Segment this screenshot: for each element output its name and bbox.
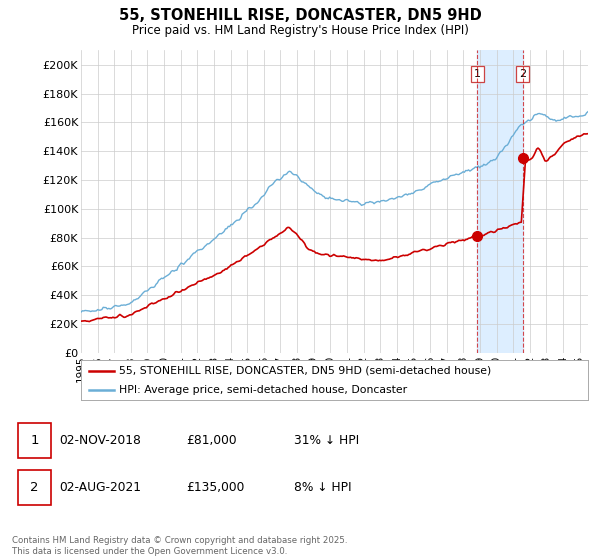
Text: 8% ↓ HPI: 8% ↓ HPI [294, 480, 352, 494]
Bar [477, 50, 523, 353]
Text: 1: 1 [30, 434, 39, 447]
Text: 1: 1 [474, 69, 481, 79]
Text: Contains HM Land Registry data © Crown copyright and database right 2025.
This d: Contains HM Land Registry data © Crown c… [12, 536, 347, 556]
Text: 2: 2 [519, 69, 526, 79]
Text: 31% ↓ HPI: 31% ↓ HPI [294, 434, 359, 447]
Text: 02-NOV-2018: 02-NOV-2018 [59, 434, 140, 447]
Text: 2: 2 [30, 480, 39, 494]
Text: £135,000: £135,000 [186, 480, 244, 494]
Text: HPI: Average price, semi-detached house, Doncaster: HPI: Average price, semi-detached house,… [119, 385, 407, 394]
Text: 02-AUG-2021: 02-AUG-2021 [59, 480, 141, 494]
Text: Price paid vs. HM Land Registry's House Price Index (HPI): Price paid vs. HM Land Registry's House … [131, 24, 469, 36]
Text: 55, STONEHILL RISE, DONCASTER, DN5 9HD (semi-detached house): 55, STONEHILL RISE, DONCASTER, DN5 9HD (… [119, 366, 491, 376]
Text: £81,000: £81,000 [186, 434, 236, 447]
Text: 55, STONEHILL RISE, DONCASTER, DN5 9HD: 55, STONEHILL RISE, DONCASTER, DN5 9HD [119, 8, 481, 24]
